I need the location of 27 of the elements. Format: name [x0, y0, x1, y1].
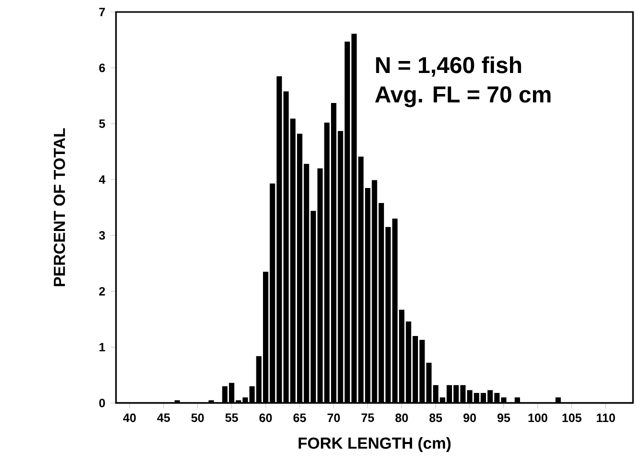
x-tick-label: 55: [225, 414, 238, 422]
y-tick-label: 2: [99, 287, 105, 296]
x-tick-label: 65: [293, 414, 306, 422]
y-tick-label: 0: [99, 398, 105, 408]
x-tick-label: 110: [596, 414, 615, 422]
y-axis-title: PERCENT OF TOTAL: [54, 128, 66, 286]
x-tick-label: 75: [362, 414, 374, 422]
x-tick-label: 50: [191, 414, 204, 422]
y-tick-label: 4: [98, 175, 106, 184]
x-tick-label: 95: [497, 414, 510, 422]
annotation: Avg. FL = 70 cm: [375, 86, 550, 108]
x-tick-label: 45: [157, 414, 170, 422]
y-tick-label: 3: [99, 231, 105, 240]
y-tick-label: 1: [100, 343, 106, 352]
x-tick-label: 90: [463, 414, 476, 422]
x-tick-label: 70: [328, 414, 340, 422]
x-tick-label: 85: [429, 414, 442, 422]
y-tick-label: 5: [99, 120, 106, 128]
x-tick-label: 40: [123, 414, 136, 422]
y-tick-label: 7: [99, 8, 105, 16]
y-tick-label: 6: [99, 64, 105, 72]
x-tick-label: 80: [395, 414, 408, 422]
x-tick-label: 60: [259, 414, 272, 422]
x-tick-label: 100: [528, 414, 548, 422]
annotation: N = 1,460 fish: [376, 56, 522, 77]
x-axis-title: FORK LENGTH (cm): [298, 437, 451, 452]
x-tick-label: 105: [562, 414, 582, 422]
